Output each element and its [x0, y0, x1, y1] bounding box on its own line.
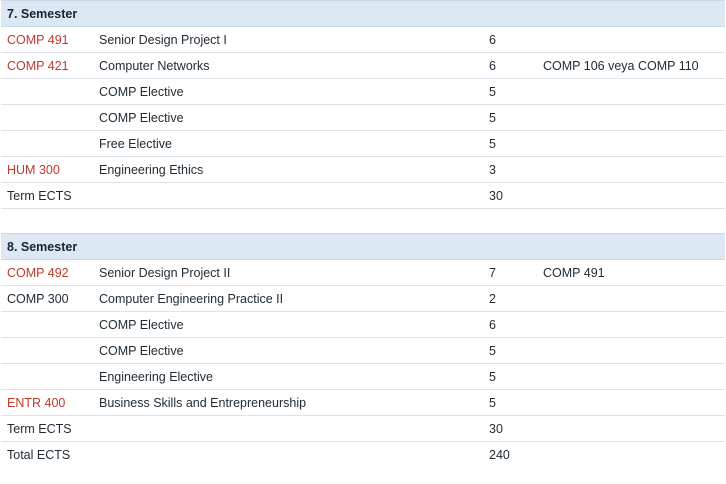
total-ects-row: Total ECTS 240 — [1, 442, 725, 468]
course-ects: 5 — [489, 363, 537, 390]
course-ects: 5 — [489, 130, 537, 157]
term-ects-row: Term ECTS 30 — [1, 182, 725, 209]
total-ects-value: 240 — [489, 447, 510, 462]
course-name: COMP Elective — [93, 78, 489, 105]
semester-header: 7. Semester — [1, 0, 725, 27]
course-code — [1, 104, 93, 131]
course-code — [1, 130, 93, 157]
semester-title: 8. Semester — [1, 233, 725, 260]
course-code: COMP 300 — [1, 285, 93, 312]
course-row: COMP Elective 6 — [1, 311, 725, 338]
course-code-link[interactable]: HUM 300 — [1, 156, 93, 183]
course-code-link[interactable]: ENTR 400 — [1, 389, 93, 416]
course-name: Engineering Ethics — [93, 156, 489, 183]
total-ects-empty — [93, 442, 489, 468]
course-prereq — [537, 156, 725, 183]
course-prereq — [537, 130, 725, 157]
course-name: Free Elective — [93, 130, 489, 157]
course-ects: 5 — [489, 337, 537, 364]
course-name: COMP Elective — [93, 104, 489, 131]
course-code — [1, 337, 93, 364]
course-ects: 5 — [489, 104, 537, 131]
course-name: Computer Networks — [93, 52, 489, 79]
term-ects-empty — [537, 415, 725, 442]
course-code — [1, 311, 93, 338]
course-name: Senior Design Project II — [93, 259, 489, 286]
course-name: Business Skills and Entrepreneurship — [93, 389, 489, 416]
course-name: COMP Elective — [93, 337, 489, 364]
curriculum-table: 7. Semester COMP 491 Senior Design Proje… — [1, 0, 725, 467]
term-ects-label: Term ECTS — [1, 182, 93, 209]
course-row: ENTR 400 Business Skills and Entrepreneu… — [1, 389, 725, 416]
course-code — [1, 78, 93, 105]
course-prereq — [537, 78, 725, 105]
course-prereq — [537, 104, 725, 131]
term-ects-value: 30 — [489, 182, 537, 209]
course-row: COMP Elective 5 — [1, 104, 725, 131]
course-row: COMP 491 Senior Design Project I 6 — [1, 26, 725, 53]
course-ects: 6 — [489, 26, 537, 53]
course-row: COMP Elective 5 — [1, 78, 725, 105]
course-row: HUM 300 Engineering Ethics 3 — [1, 156, 725, 183]
course-name: Engineering Elective — [93, 363, 489, 390]
course-prereq — [537, 363, 725, 390]
term-ects-empty — [93, 415, 489, 442]
term-ects-value: 30 — [489, 415, 537, 442]
term-ects-empty — [93, 182, 489, 209]
course-row: Engineering Elective 5 — [1, 363, 725, 390]
semester-header: 8. Semester — [1, 233, 725, 260]
term-ects-row: Term ECTS 30 — [1, 415, 725, 442]
course-row: COMP Elective 5 — [1, 337, 725, 364]
course-ects: 3 — [489, 156, 537, 183]
course-ects: 6 — [489, 311, 537, 338]
course-ects: 5 — [489, 78, 537, 105]
total-ects-label: Total ECTS — [7, 447, 71, 462]
course-code-link[interactable]: COMP 491 — [1, 26, 93, 53]
course-name: COMP Elective — [93, 311, 489, 338]
course-prereq: COMP 106 veya COMP 110 — [537, 52, 725, 79]
course-ects: 6 — [489, 52, 537, 79]
course-row: Free Elective 5 — [1, 130, 725, 157]
course-prereq: COMP 491 — [537, 259, 725, 286]
course-name: Computer Engineering Practice II — [93, 285, 489, 312]
course-ects: 5 — [489, 389, 537, 416]
semester-title: 7. Semester — [1, 0, 725, 27]
course-row: COMP 421 Computer Networks 6 COMP 106 ve… — [1, 52, 725, 79]
course-name: Senior Design Project I — [93, 26, 489, 53]
course-ects: 7 — [489, 259, 537, 286]
course-ects: 2 — [489, 285, 537, 312]
course-code-link[interactable]: COMP 421 — [1, 52, 93, 79]
term-ects-label: Term ECTS — [1, 415, 93, 442]
course-prereq — [537, 311, 725, 338]
course-row: COMP 492 Senior Design Project II 7 COMP… — [1, 259, 725, 286]
course-prereq — [537, 337, 725, 364]
term-ects-empty — [537, 182, 725, 209]
course-code-link[interactable]: COMP 492 — [1, 259, 93, 286]
course-prereq — [537, 26, 725, 53]
course-code — [1, 363, 93, 390]
course-row: COMP 300 Computer Engineering Practice I… — [1, 285, 725, 312]
semester-spacer — [1, 209, 725, 234]
total-ects-empty — [537, 442, 725, 468]
course-prereq — [537, 389, 725, 416]
course-prereq — [537, 285, 725, 312]
